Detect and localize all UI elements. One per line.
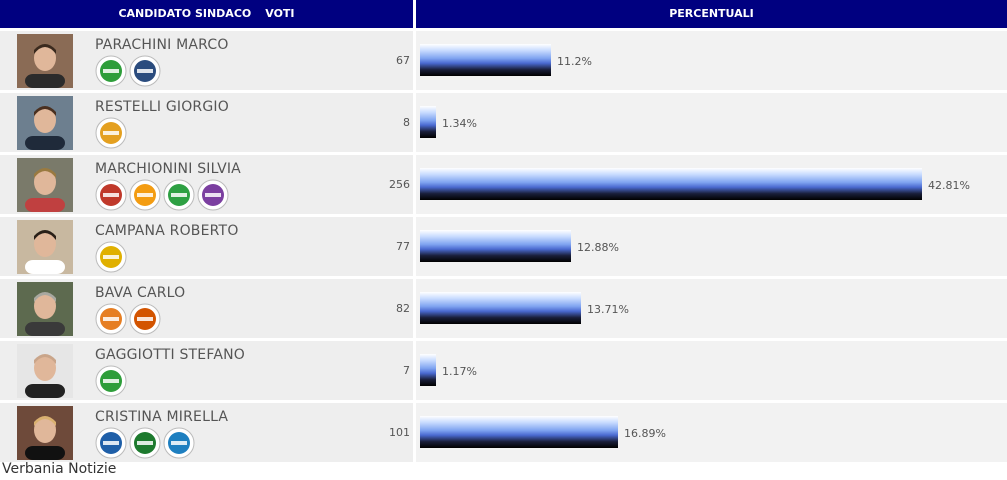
candidate-row: CAMPANA ROBERTO 77 12.88% <box>0 217 1007 276</box>
civic-list-logo-icon <box>95 117 127 149</box>
party-logos <box>95 55 161 87</box>
party-logos <box>95 427 195 459</box>
percent-bar <box>420 354 436 386</box>
percent-cell: 1.17% <box>416 341 1007 400</box>
candidate-votes: 67 <box>396 54 410 67</box>
candidate-votes: 256 <box>389 178 410 191</box>
man-beard-photo <box>17 34 73 88</box>
party-logos <box>95 117 127 149</box>
candidate-name: MARCHIONINI SILVIA <box>95 161 241 177</box>
candidate-info-cell: BAVA CARLO 82 <box>0 279 413 338</box>
man-tie-photo <box>17 96 73 150</box>
bald-man-photo <box>17 344 73 398</box>
party-logos <box>95 303 161 335</box>
candidate-name: PARACHINI MARCO <box>95 37 229 53</box>
percent-label: 16.89% <box>624 427 666 440</box>
percent-bar <box>420 168 922 200</box>
party-logos <box>95 365 127 397</box>
forza-italia-logo-icon <box>129 427 161 459</box>
candidate-votes: 101 <box>389 426 410 439</box>
liberiamo-logo-icon <box>95 365 127 397</box>
woman-short-hair-photo <box>17 158 73 212</box>
percent-cell: 12.88% <box>416 217 1007 276</box>
percent-cell: 42.81% <box>416 155 1007 214</box>
percent-label: 1.34% <box>442 117 477 130</box>
candidate-info-cell: CRISTINA MIRELLA 101 <box>0 403 413 462</box>
percent-bar <box>420 44 551 76</box>
m5s-logo-icon <box>95 241 127 273</box>
percent-label: 11.2% <box>557 55 592 68</box>
percent-cell: 1.34% <box>416 93 1007 152</box>
candidate-row: CRISTINA MIRELLA 101 16.89% <box>0 403 1007 462</box>
candidate-row: PARACHINI MARCO 67 11.2% <box>0 31 1007 90</box>
candidate-row: GAGGIOTTI STEFANO 7 1.17% <box>0 341 1007 400</box>
candidate-name: BAVA CARLO <box>95 285 186 301</box>
candidate-info-cell: PARACHINI MARCO 67 <box>0 31 413 90</box>
man-gray-hair-photo <box>17 282 73 336</box>
blonde-woman-photo <box>17 406 73 460</box>
percent-bar <box>420 416 618 448</box>
ncd-logo-icon <box>129 55 161 87</box>
header-candidate-votes: CANDIDATO SINDACO VOTI <box>0 0 413 28</box>
candidate-votes: 7 <box>403 364 410 377</box>
candidate-info-cell: MARCHIONINI SILVIA 256 <box>0 155 413 214</box>
green-party-logo-icon <box>95 55 127 87</box>
candidate-row: BAVA CARLO 82 13.71% <box>0 279 1007 338</box>
candidate-info-cell: GAGGIOTTI STEFANO 7 <box>0 341 413 400</box>
candidate-votes: 8 <box>403 116 410 129</box>
pd-logo-icon <box>163 179 195 211</box>
young-man-photo <box>17 220 73 274</box>
con-silvia-logo-icon <box>129 179 161 211</box>
candidate-name: CAMPANA ROBERTO <box>95 223 239 239</box>
candidate-name: RESTELLI GIORGIO <box>95 99 229 115</box>
percent-bar <box>420 106 436 138</box>
percent-cell: 13.71% <box>416 279 1007 338</box>
percent-bar <box>420 292 581 324</box>
candidate-name: GAGGIOTTI STEFANO <box>95 347 245 363</box>
party-logos <box>95 241 127 273</box>
candidate-row: MARCHIONINI SILVIA 256 42.81% <box>0 155 1007 214</box>
candidate-info-cell: CAMPANA ROBERTO 77 <box>0 217 413 276</box>
percent-cell: 16.89% <box>416 403 1007 462</box>
bici-logo-icon <box>129 303 161 335</box>
percent-label: 1.17% <box>442 365 477 378</box>
fratelli-italia-logo-icon <box>163 427 195 459</box>
header-candidate-label: CANDIDATO SINDACO <box>118 7 252 20</box>
percent-label: 13.71% <box>587 303 629 316</box>
candidate-row: RESTELLI GIORGIO 8 1.34% <box>0 93 1007 152</box>
candidate-info-cell: RESTELLI GIORGIO 8 <box>0 93 413 152</box>
percent-cell: 11.2% <box>416 31 1007 90</box>
percent-bar <box>420 230 571 262</box>
percent-label: 42.81% <box>928 179 970 192</box>
percent-label: 12.88% <box>577 241 619 254</box>
footer-source: Verbania Notizie <box>2 461 117 477</box>
lega-nord-logo-icon <box>95 427 127 459</box>
sinistra-unita-logo-icon <box>95 179 127 211</box>
header-votes-label: VOTI <box>265 7 295 20</box>
party-logos <box>95 179 229 211</box>
header-percent: PERCENTUALI <box>416 0 1007 28</box>
candidate-name: CRISTINA MIRELLA <box>95 409 229 425</box>
sinistra-logo-icon <box>95 303 127 335</box>
candidate-votes: 82 <box>396 302 410 315</box>
verbania-bene-comune-logo-icon <box>197 179 229 211</box>
candidate-votes: 77 <box>396 240 410 253</box>
